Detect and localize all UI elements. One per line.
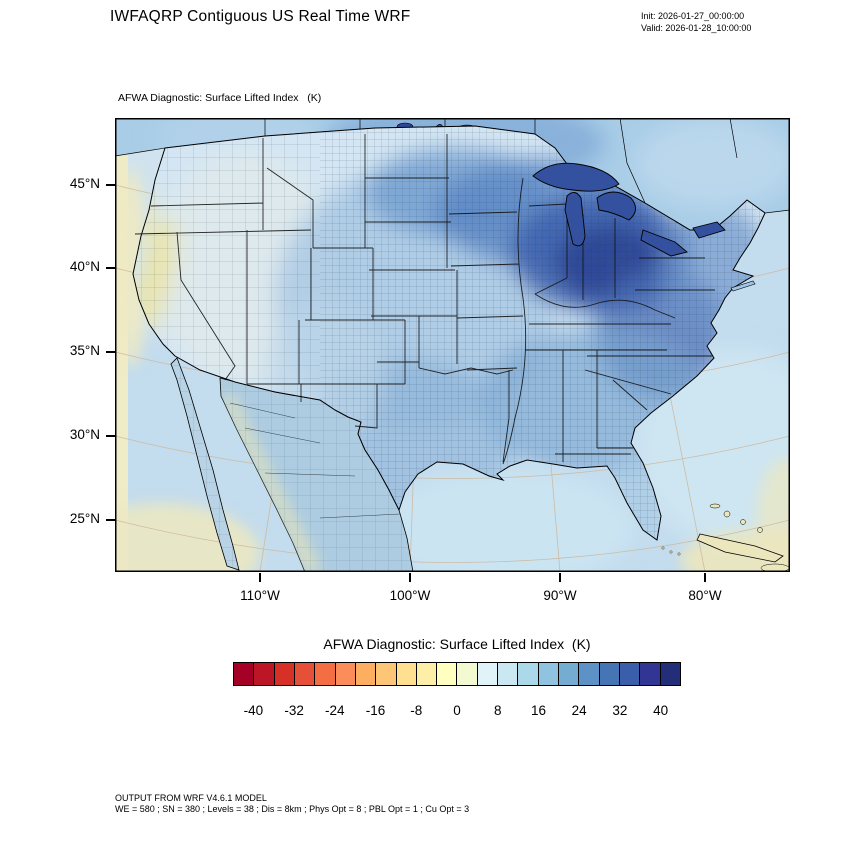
wrf-map — [115, 118, 790, 572]
lon-tick-mark — [559, 573, 561, 582]
colorbar-tick-label: 40 — [653, 703, 669, 718]
footer: OUTPUT FROM WRF V4.6.1 MODEL WE = 580 ; … — [115, 793, 469, 815]
colorbar-labels: -40 -32 -24 -16 -8 0 8 16 24 32 40 — [233, 703, 681, 721]
valid-time-label: Valid: 2026-01-28_10:00:00 — [641, 22, 752, 33]
lat-label-40n: 40°N — [69, 259, 100, 274]
colorbar-tick-label: -40 — [243, 703, 264, 718]
lon-label-110w: 110°W — [240, 588, 280, 603]
colorbar-segment — [416, 663, 438, 685]
lat-label-45n: 45°N — [69, 176, 100, 191]
colorbar-segment — [660, 663, 680, 685]
colorbar-segment — [640, 663, 661, 685]
map-frame — [115, 118, 790, 572]
colorbar — [233, 662, 681, 686]
great-lakes — [532, 162, 726, 257]
colorbar-segment — [477, 663, 499, 685]
colorbar-segment — [315, 663, 336, 685]
page-title: IWFAQRP Contiguous US Real Time WRF — [110, 8, 411, 25]
footer-config-line: WE = 580 ; SN = 380 ; Levels = 38 ; Dis … — [115, 804, 470, 814]
colorbar-segment — [457, 663, 478, 685]
colorbar-tick-label: 0 — [453, 703, 461, 718]
colorbar-tick-label: 24 — [571, 703, 587, 718]
colorbar-segment — [396, 663, 417, 685]
lon-label-100w: 100°W — [389, 588, 431, 603]
lat-label-25n: 25°N — [69, 511, 100, 526]
bahamas — [709, 503, 790, 572]
colorbar-segment — [355, 663, 377, 685]
lat-tick-mark — [106, 519, 115, 521]
lat-tick-mark — [106, 351, 115, 353]
colorbar-tick-label: 32 — [612, 703, 628, 718]
province-borders — [264, 118, 738, 204]
lon-label-80w: 80°W — [688, 588, 722, 603]
colorbar-segment — [619, 663, 641, 685]
lon-tick-mark — [409, 573, 411, 582]
run-info: Init: 2026-01-27_00:00:00 Valid: 2026-01… — [641, 11, 751, 34]
state-borders — [134, 134, 715, 465]
lon-tick-mark — [704, 573, 706, 582]
colorbar-segment — [294, 663, 316, 685]
colorbar-segment — [234, 663, 255, 685]
colorbar-segment — [274, 663, 295, 685]
colorbar-segment — [579, 663, 600, 685]
colorbar-tick-label: -8 — [410, 703, 423, 718]
lat-tick-mark — [106, 267, 115, 269]
cuba — [696, 533, 784, 563]
colorbar-tick-label: -16 — [365, 703, 386, 718]
colorbar-segment — [437, 663, 458, 685]
florida-keys — [661, 546, 681, 556]
lat-label-30n: 30°N — [69, 427, 100, 442]
colorbar-segment — [335, 663, 356, 685]
init-time-label: Init: 2026-01-27_00:00:00 — [641, 11, 745, 21]
long-island — [730, 280, 756, 292]
colorbar-segment — [376, 663, 397, 685]
colorbar-tick-label: 8 — [493, 703, 502, 718]
lat-tick-mark — [106, 184, 115, 186]
lon-tick-mark — [259, 573, 261, 582]
lon-label-90w: 90°W — [543, 588, 577, 603]
colorbar-segment — [538, 663, 559, 685]
colorbar-segment — [559, 663, 580, 685]
lat-tick-mark — [106, 435, 115, 437]
lat-label-35n: 35°N — [69, 343, 100, 358]
colorbar-tick-label: -24 — [325, 703, 345, 718]
map-diagnostic-label: AFWA Diagnostic: Surface Lifted Index (K… — [118, 92, 322, 104]
colorbar-tick-label: 16 — [530, 703, 546, 718]
colorbar-tick-label: -32 — [284, 703, 304, 718]
colorbar-segment — [498, 663, 519, 685]
colorbar-segment — [254, 663, 275, 685]
colorbar-segment — [518, 663, 539, 685]
colorbar-segment — [599, 663, 620, 685]
footer-model-line: OUTPUT FROM WRF V4.6.1 MODEL — [115, 793, 267, 803]
colorbar-title: AFWA Diagnostic: Surface Lifted Index (K… — [323, 636, 591, 652]
